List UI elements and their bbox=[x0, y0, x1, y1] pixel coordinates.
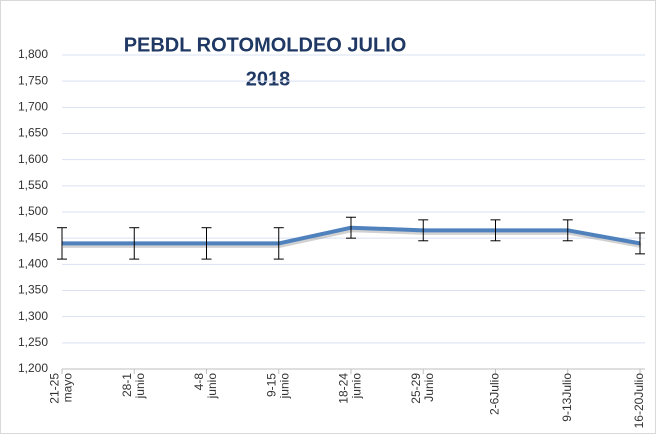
x-tick-label: 9-15junio bbox=[264, 373, 291, 400]
y-tick-label: 1,700 bbox=[18, 100, 48, 114]
x-tick-label: 25-29Junio bbox=[409, 373, 436, 404]
x-tick-label: 16-20Julio bbox=[632, 373, 646, 429]
x-tick-label: 4-8junio bbox=[192, 373, 219, 400]
y-tick-label: 1,600 bbox=[18, 152, 48, 166]
x-tick-label: 2-6Julio bbox=[488, 373, 502, 415]
error-bar bbox=[273, 227, 284, 260]
x-tick-label: 9-13Julio bbox=[560, 373, 574, 422]
error-bar bbox=[635, 232, 645, 255]
chart-subtitle: 2018 bbox=[246, 68, 291, 90]
y-tick-label: 1,800 bbox=[18, 47, 48, 61]
y-tick-label: 1,450 bbox=[18, 230, 48, 244]
error-bar bbox=[129, 227, 140, 260]
error-bar bbox=[201, 227, 212, 260]
y-tick-label: 1,200 bbox=[18, 361, 48, 375]
y-tick-label: 1,650 bbox=[18, 126, 48, 140]
error-bar bbox=[490, 219, 501, 242]
error-bar bbox=[57, 227, 67, 260]
y-tick-label: 1,250 bbox=[18, 335, 48, 349]
y-tick-label: 1,550 bbox=[18, 178, 48, 192]
error-bar bbox=[562, 219, 573, 242]
chart-title: PEBDL ROTOMOLDEO JULIO bbox=[124, 34, 407, 56]
x-tick-label: 18-24junio bbox=[337, 373, 364, 404]
x-tick-label: 28-1junio bbox=[120, 373, 147, 400]
y-tick-label: 1,750 bbox=[18, 73, 48, 87]
error-bar bbox=[418, 219, 429, 242]
y-tick-label: 1,500 bbox=[18, 204, 48, 218]
error-bar bbox=[346, 216, 356, 239]
x-tick-label: 21-25mayo bbox=[48, 373, 75, 404]
y-tick-label: 1,400 bbox=[18, 257, 48, 271]
y-tick-label: 1,350 bbox=[18, 283, 48, 297]
y-tick-label: 1,300 bbox=[18, 309, 48, 323]
